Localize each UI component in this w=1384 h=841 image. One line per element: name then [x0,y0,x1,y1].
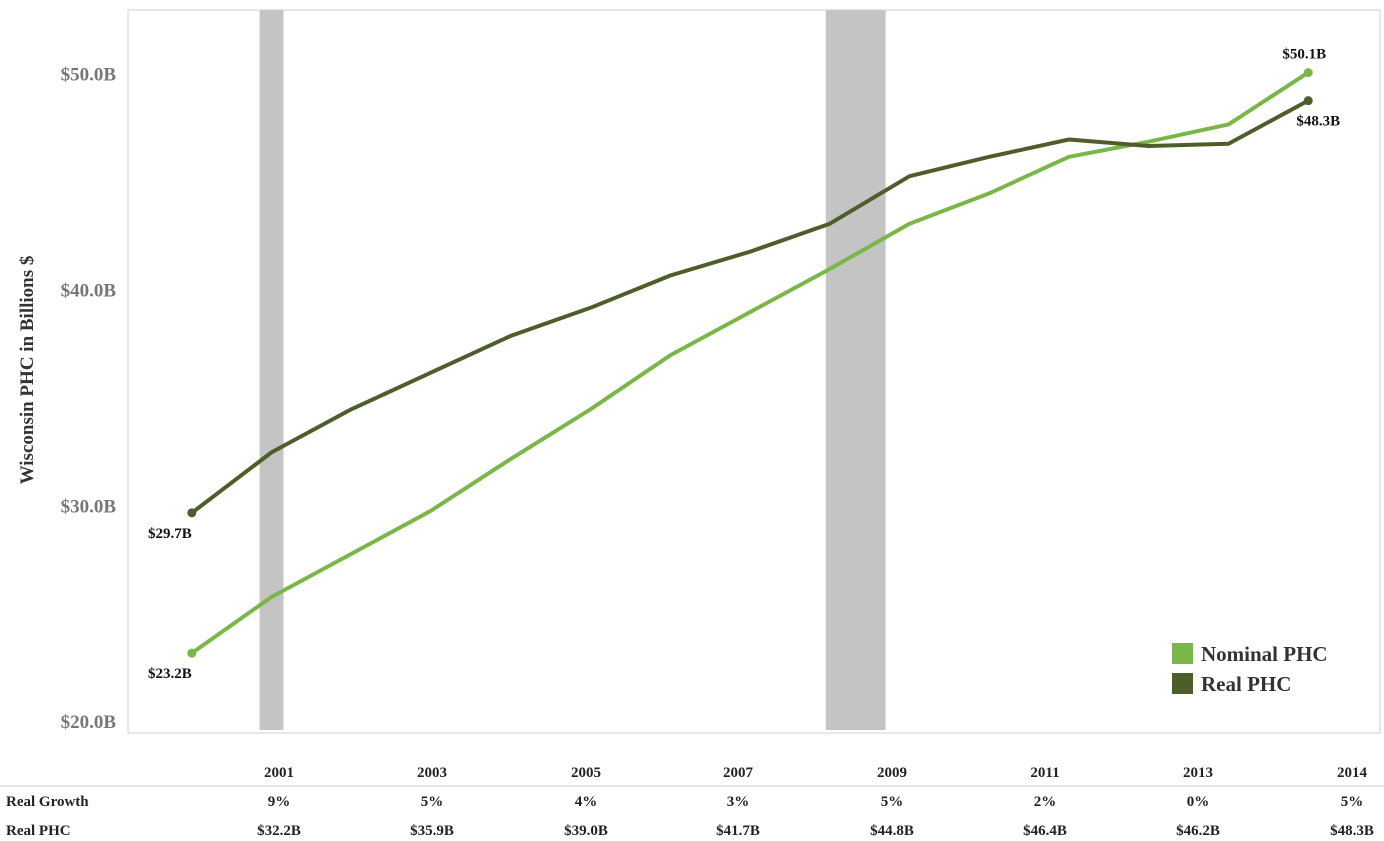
series-line-real-phc [189,98,1311,515]
recession-band-2 [825,10,886,730]
y-axis-label: Wisconsin PHC in Billions $ [17,256,38,485]
legend-label: Nominal PHC [1201,642,1328,666]
y-tick-label: $40.0B [61,281,117,302]
table-cell: $44.8B [870,823,914,839]
legend: Nominal PHC Real PHC [1172,642,1328,696]
data-label: $29.7B [148,526,192,542]
legend-swatch [1172,643,1193,664]
table-header-cell: 2009 [877,765,907,781]
data-point-real-phc [1303,96,1313,106]
table-cell: 4% [575,794,598,810]
table-cell: $46.2B [1176,823,1220,839]
table-cell: $39.0B [564,823,608,839]
table-cell: 2% [1034,794,1057,810]
table-cell: $32.2B [257,823,301,839]
data-label: $48.3B [1296,114,1340,130]
table-cell: $46.4B [1023,823,1067,839]
table-row-label: Real Growth [6,794,89,810]
table-header-cell: 2003 [417,765,447,781]
table-header-cell: 2011 [1030,765,1059,781]
table-cell: 9% [268,794,291,810]
recession-bands [259,10,886,730]
data-label: $23.2B [148,666,192,682]
data-annotations: $23.2B $29.7B $50.1B $48.3B [148,47,1340,683]
y-tick-label: $50.0B [61,65,117,86]
table-header-cell: 2013 [1183,765,1213,781]
table-cell: 3% [727,794,750,810]
table-header-cell: 2007 [723,765,754,781]
series-line-nominal-phc [189,70,1311,656]
y-axis: $20.0B $30.0B $40.0B $50.0B [61,65,117,733]
table-cell: 0% [1187,794,1210,810]
data-point-nominal-phc [1303,68,1313,78]
table-cell: $48.3B [1330,823,1374,839]
table-cell: $35.9B [410,823,454,839]
table-cell: 5% [1341,794,1364,810]
legend-swatch [1172,673,1193,694]
y-tick-label: $30.0B [61,496,117,517]
legend-label: Real PHC [1201,672,1291,696]
recession-band-1 [259,10,284,730]
data-point-real-phc [187,508,197,518]
table-header-cell: 2005 [571,765,601,781]
table-cell: $41.7B [716,823,760,839]
table-cell: 5% [421,794,444,810]
y-tick-label: $20.0B [61,712,117,733]
table-cell: 5% [881,794,904,810]
table-row-label: Real PHC [6,823,71,839]
series-lines [187,68,1313,658]
table-header-cell: 2001 [264,765,294,781]
plot-frame [127,9,1381,734]
table-header-cell: 2014 [1337,765,1368,781]
data-table: 2001 2003 2005 2007 2009 2011 2013 2014 Real Gro… [0,765,1384,839]
data-label: $50.1B [1282,47,1326,63]
data-point-nominal-phc [187,648,197,658]
